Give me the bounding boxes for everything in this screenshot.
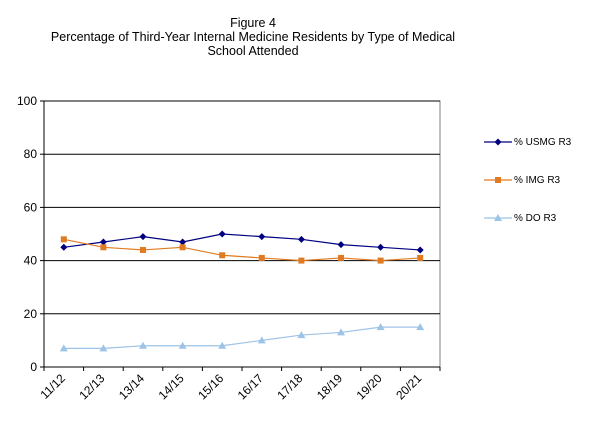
legend-item-do-r3: % DO R3 <box>484 211 556 225</box>
point-usmg-r3-5 <box>258 233 266 241</box>
x-tick-label-12-13: 12/13 <box>76 371 107 402</box>
chart-title: Figure 4 Percentage of Third-Year Intern… <box>0 16 506 58</box>
x-tick-label-16-17: 16/17 <box>235 371 266 402</box>
y-tick-label-0: 0 <box>30 360 37 374</box>
legend-swatch-usmg-r3 <box>484 138 512 146</box>
legend-swatch-do-r3 <box>484 214 512 221</box>
point-img-r3-6 <box>298 257 305 264</box>
y-tick-label-20: 20 <box>24 307 38 321</box>
y-tick-label-80: 80 <box>24 147 38 161</box>
point-usmg-r3-3 <box>179 238 187 246</box>
point-usmg-r3-8 <box>377 243 385 251</box>
point-img-r3-8 <box>377 257 384 264</box>
series-line-img-r3 <box>63 238 421 262</box>
x-tick-label-15-16: 15/16 <box>195 371 226 402</box>
point-img-r3-5 <box>258 254 265 261</box>
point-do-r3-7 <box>337 328 345 336</box>
x-tick-label-17-18: 17/18 <box>274 371 305 402</box>
point-do-r3-1 <box>99 344 108 352</box>
point-usmg-r3-0 <box>60 243 68 251</box>
point-img-r3-7 <box>338 254 344 261</box>
point-usmg-r3-1 <box>99 238 107 246</box>
x-tick-label-11-12: 11/12 <box>37 371 68 402</box>
point-img-r3-3 <box>179 244 186 251</box>
point-do-r3-6 <box>297 331 306 339</box>
point-img-r3-4 <box>219 252 226 259</box>
series-line-usmg-r3 <box>63 233 421 251</box>
x-tick-label-13-14: 13/14 <box>116 371 147 402</box>
legend-item-usmg-r3: % USMG R3 <box>484 135 571 149</box>
point-img-r3-0 <box>60 236 67 243</box>
point-img-r3-1 <box>100 244 107 251</box>
point-do-r3-3 <box>178 341 187 349</box>
point-usmg-r3-6 <box>297 235 305 243</box>
x-tick-label-18-19: 18/19 <box>314 371 345 402</box>
legend-item-img-r3: % IMG R3 <box>484 173 560 187</box>
x-tick-label-14-15: 14/15 <box>156 371 187 402</box>
legend-label-img-r3: % IMG R3 <box>514 174 561 186</box>
series-line-do-r3 <box>63 326 421 349</box>
point-do-r3-8 <box>376 323 385 331</box>
legend-label-usmg-r3: % USMG R3 <box>514 136 572 148</box>
legend-label-do-r3: % DO R3 <box>514 212 557 224</box>
point-do-r3-5 <box>257 336 266 344</box>
y-tick-label-100: 100 <box>17 94 37 108</box>
point-do-r3-9 <box>416 323 425 331</box>
point-do-r3-0 <box>59 344 68 352</box>
x-tick-label-20-21: 20/21 <box>393 371 424 402</box>
point-do-r3-4 <box>218 341 227 349</box>
plot-area <box>43 100 441 368</box>
title-line-1: Percentage of Third-Year Internal Medici… <box>50 30 456 44</box>
point-img-r3-2 <box>140 246 146 253</box>
point-img-r3-9 <box>417 254 424 261</box>
point-usmg-r3-7 <box>337 241 345 249</box>
figure-label: Figure 4 <box>230 16 276 30</box>
point-do-r3-2 <box>139 341 147 349</box>
y-tick-label-40: 40 <box>24 254 38 268</box>
x-tick-label-19-20: 19/20 <box>354 371 385 402</box>
point-usmg-r3-9 <box>416 246 424 254</box>
title-line-2: School Attended <box>207 44 299 58</box>
point-usmg-r3-2 <box>139 233 147 241</box>
y-tick-label-60: 60 <box>24 200 38 214</box>
legend-swatch-img-r3 <box>484 177 512 183</box>
point-usmg-r3-4 <box>218 230 226 238</box>
